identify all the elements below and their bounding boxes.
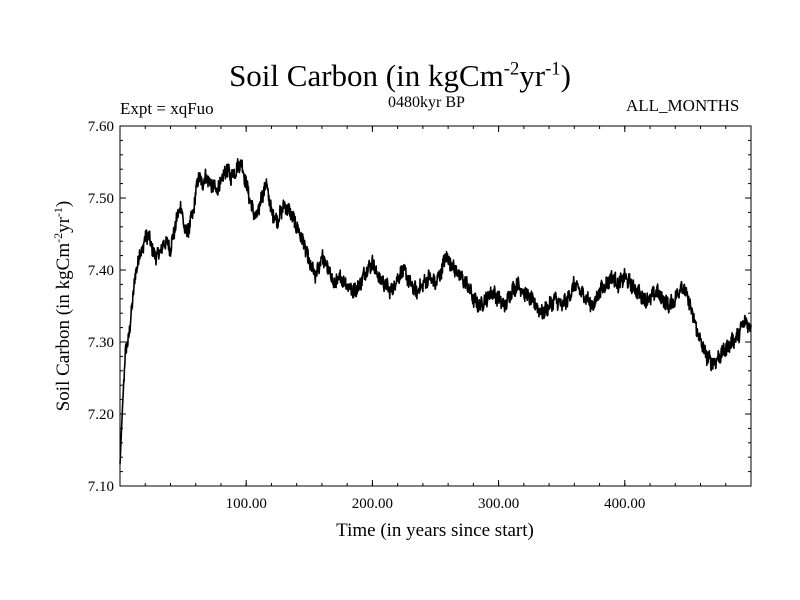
period-label: 0480kyr BP: [388, 94, 465, 111]
y-tick-label: 7.10: [88, 479, 114, 495]
x-tick-label: 400.00: [604, 496, 645, 512]
series-line-soil-carbon: [119, 158, 752, 465]
x-tick-label: 300.00: [478, 496, 519, 512]
chart-title: Soil Carbon (in kgCm-2yr-1): [229, 58, 571, 93]
y-tick-label: 7.40: [88, 263, 114, 279]
x-tick-label: 100.00: [226, 496, 267, 512]
x-tick-label: 200.00: [352, 496, 393, 512]
x-axis-label: Time (in years since start): [336, 520, 534, 541]
y-tick-label: 7.50: [88, 191, 114, 207]
y-tick-label: 7.30: [88, 335, 114, 351]
series-layer: [119, 158, 752, 465]
months-label: ALL_MONTHS: [626, 96, 740, 115]
y-axis: 7.10 7.20 7.30 7.40 7.50 7.60: [88, 119, 751, 495]
y-axis-label: Soil Carbon (in kgCm-2yr-1): [51, 201, 74, 412]
plot-frame: [119, 125, 752, 487]
y-tick-label: 7.60: [88, 119, 114, 135]
x-axis: 100.00 200.00 300.00 400.00: [144, 126, 727, 512]
experiment-label: Expt = xqFuo: [120, 99, 214, 118]
y-tick-label: 7.20: [88, 407, 114, 423]
